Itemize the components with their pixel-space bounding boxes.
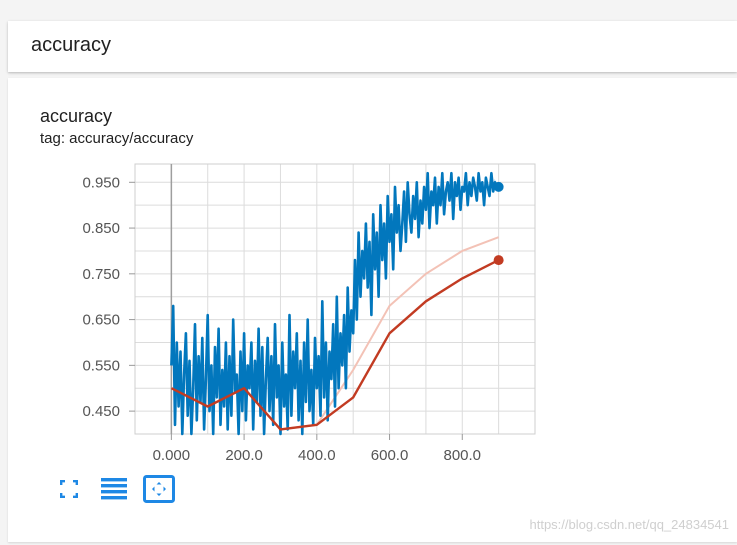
header-title: accuracy [31,34,112,56]
card-title: accuracy [40,106,113,126]
x-tick-label: 800.0 [443,447,481,464]
list-icon [101,478,127,500]
y-tick-label: 0.950 [82,174,120,191]
fit-domain-button[interactable] [142,474,176,504]
fullscreen-button[interactable] [52,474,86,504]
y-tick-label: 0.450 [82,403,120,420]
y-tick-label: 0.750 [82,266,120,283]
toggle-log-scale-button[interactable] [97,474,131,504]
accuracy-chart[interactable]: 0.000 200.0 400.0 600.0 800.0 0.450 0.550 0.650… [8,78,737,542]
run-header: accuracy [8,21,737,72]
series-blue [170,171,499,436]
watermark: https://blog.csdn.net/qq_24834541 [529,517,730,532]
plot-frame [134,163,536,435]
chart-card: accuracy tag: accuracy/accuracy 0.000 200… [8,78,737,542]
y-tick-label: 0.850 [82,220,120,237]
x-tick-label: 0.000 [153,447,191,464]
y-tick-label: 0.650 [82,312,120,329]
series-blue-end-point [493,181,504,192]
series-red-end-point [493,255,504,266]
x-tick-label: 200.0 [225,447,263,464]
y-tick-label: 0.550 [82,357,120,374]
chart-controls [52,474,187,504]
card-tag: tag: accuracy/accuracy [40,130,194,147]
series-red [170,259,500,431]
x-tick-label: 600.0 [371,447,409,464]
fullscreen-icon [60,480,78,498]
fit-domain-icon [143,475,175,503]
x-tick-label: 400.0 [298,447,336,464]
